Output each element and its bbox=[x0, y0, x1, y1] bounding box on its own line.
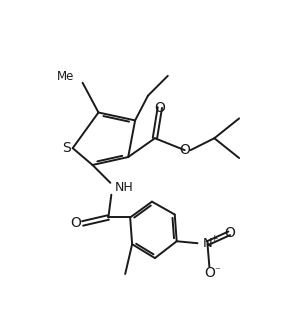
Text: O: O bbox=[204, 266, 215, 280]
Text: O: O bbox=[224, 226, 235, 240]
Text: N: N bbox=[202, 237, 212, 250]
Text: ⁻: ⁻ bbox=[214, 266, 220, 276]
Text: Me: Me bbox=[57, 70, 75, 83]
Text: +: + bbox=[209, 234, 217, 243]
Text: NH: NH bbox=[114, 181, 133, 194]
Text: O: O bbox=[70, 216, 81, 230]
Text: S: S bbox=[62, 141, 71, 155]
Text: O: O bbox=[179, 143, 190, 157]
Text: O: O bbox=[154, 100, 165, 114]
